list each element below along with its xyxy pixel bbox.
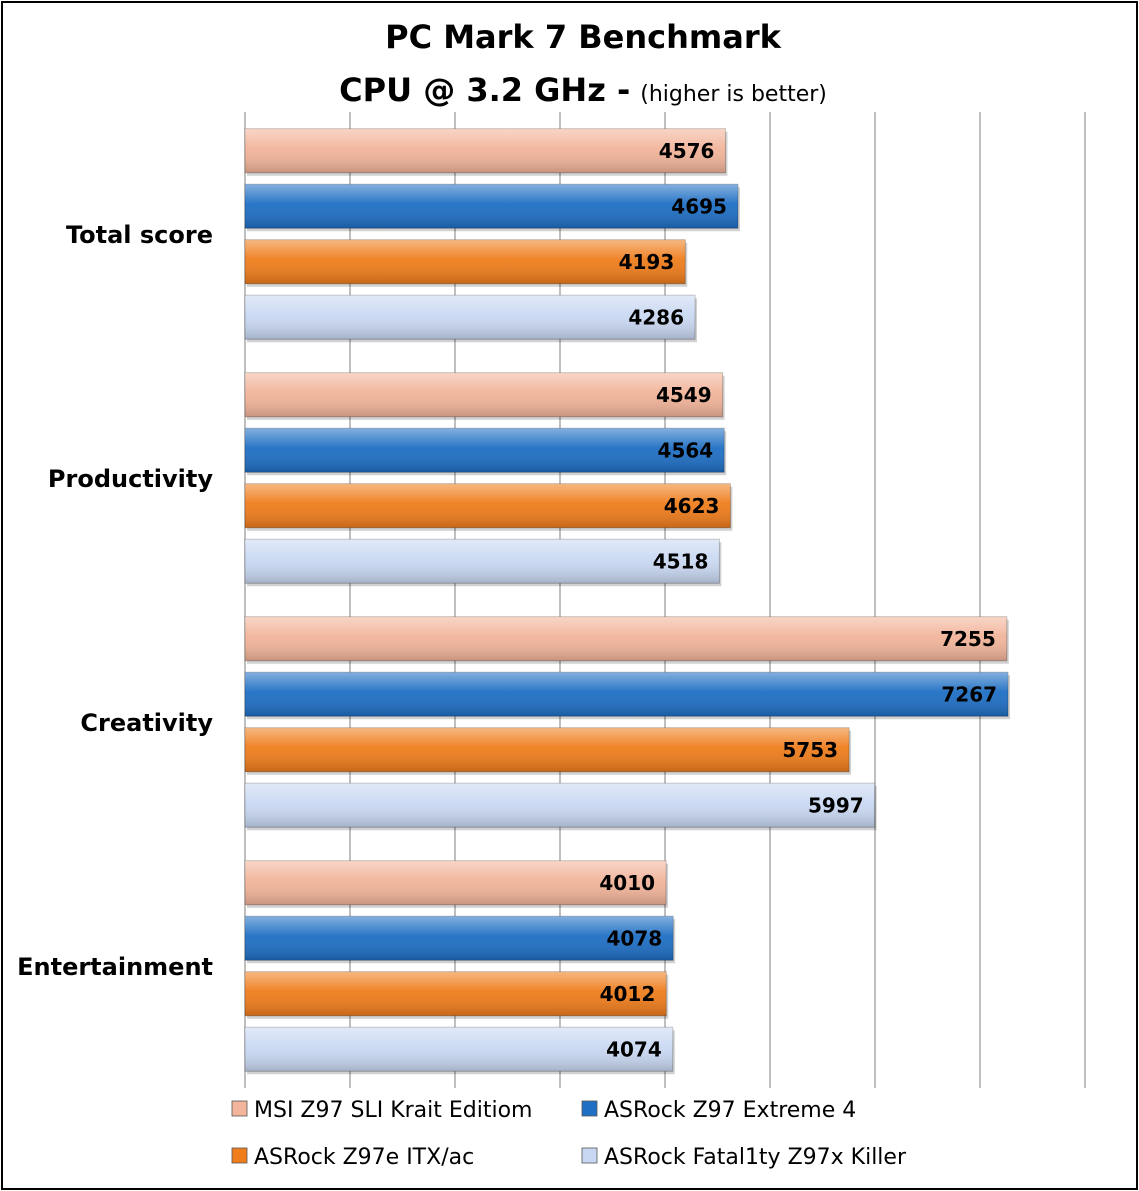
legend-entry: ASRock Z97e ITX/ac — [254, 1145, 474, 1170]
legend-swatch — [231, 1147, 248, 1164]
legend-entry: ASRock Z97 Extreme 4 — [604, 1098, 856, 1123]
data-label: 4074 — [606, 1037, 662, 1061]
legend-swatch — [581, 1147, 598, 1164]
data-label: 4564 — [658, 438, 714, 462]
chart-title: PC Mark 7 Benchmark — [385, 18, 781, 56]
data-label: 4193 — [619, 250, 675, 274]
chart-subtitle-main: CPU @ 3.2 GHz - — [339, 71, 630, 109]
data-label: 5753 — [782, 738, 838, 762]
category-label: Creativity — [80, 709, 213, 737]
bar-highlight — [245, 727, 850, 772]
data-label: 4012 — [600, 982, 656, 1006]
bar-highlight — [245, 860, 667, 905]
legend-entry: MSI Z97 SLI Krait Editiom — [254, 1098, 532, 1123]
bar-highlight — [245, 428, 725, 473]
data-label: 5997 — [808, 793, 864, 817]
legend: MSI Z97 SLI Krait Editiom ASRock Z97 Extr… — [231, 1098, 907, 1170]
data-label: 4286 — [628, 305, 684, 329]
bar-highlight — [245, 971, 667, 1016]
category-labels: Total score Productivity Creativity Enterta… — [17, 221, 213, 981]
category-label: Productivity — [48, 465, 213, 493]
bar-highlight — [245, 239, 686, 284]
bar-highlight — [245, 783, 875, 828]
bar-highlight — [245, 539, 720, 584]
legend-swatch — [581, 1100, 598, 1117]
data-label: 4623 — [664, 494, 720, 518]
bar-highlight — [245, 672, 1009, 717]
bar-highlight — [245, 1027, 673, 1072]
data-label: 4576 — [659, 139, 715, 163]
data-label: 4010 — [599, 871, 655, 895]
chart-subtitle-note: (higher is better) — [640, 82, 827, 107]
bar-highlight — [245, 483, 731, 528]
data-label: 7267 — [941, 682, 997, 706]
data-label: 7255 — [940, 627, 996, 651]
bar-highlight — [245, 128, 726, 173]
bar-highlight — [245, 295, 696, 340]
chart-subtitle: CPU @ 3.2 GHz - (higher is better) — [339, 71, 827, 109]
bar-highlight — [245, 616, 1007, 661]
data-label: 4549 — [656, 383, 712, 407]
data-label: 4518 — [653, 549, 709, 573]
data-label: 4695 — [671, 194, 727, 218]
bar-highlight — [245, 916, 674, 961]
legend-entry: ASRock Fatal1ty Z97x Killer — [604, 1145, 907, 1170]
category-label: Total score — [66, 221, 213, 249]
bar-highlight — [245, 184, 738, 229]
bar-highlight — [245, 372, 723, 417]
bars: 4576 4695 4193 4286 4549 4564 4623 4518 7255 7267… — [244, 128, 1011, 1075]
data-label: 4078 — [607, 926, 663, 950]
category-label: Entertainment — [17, 953, 213, 981]
legend-swatch — [231, 1100, 248, 1117]
